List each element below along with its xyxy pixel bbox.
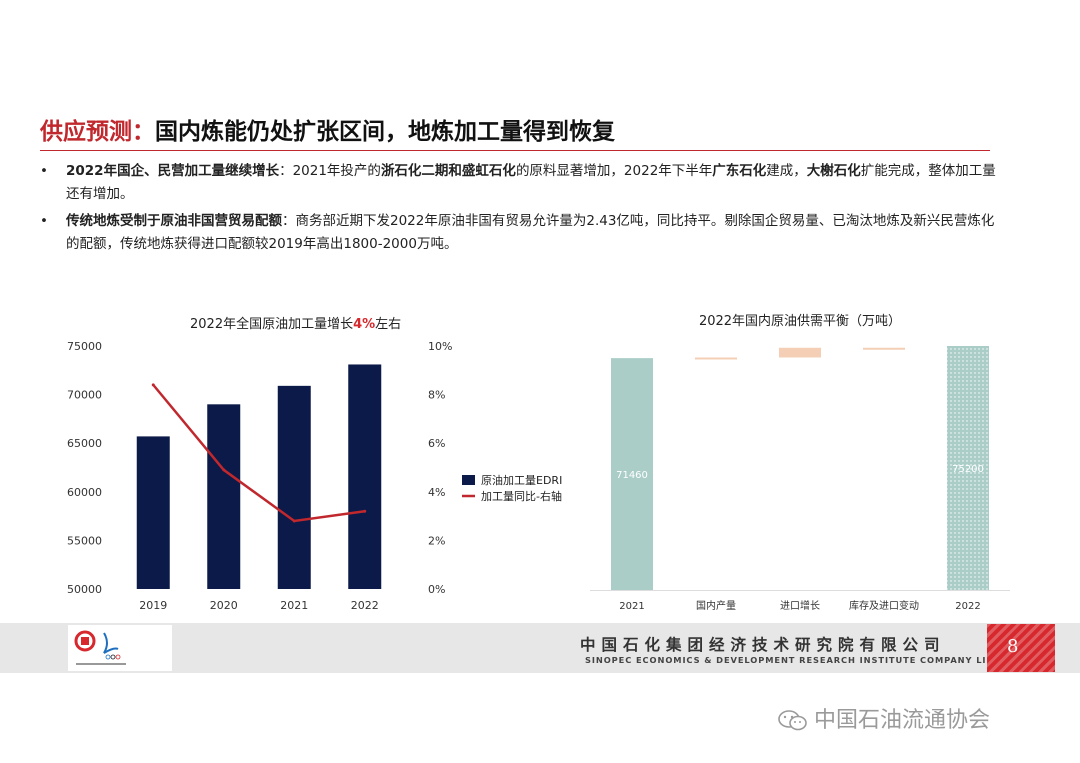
y2-axis-tick-label: 2% [428,534,445,547]
chart-1-title-suffix: 左右 [375,317,401,332]
line-point-2021 [292,519,296,523]
bullet-item-1: • 2022年国企、民营加工量继续增长：2021年投产的浙石化二期和盛虹石化的原… [40,160,1000,206]
x-axis-category-label: 2022 [955,601,980,612]
bullet-2-seg-0: 传统地炼受制于原油非国营贸易配额 [66,213,282,229]
y-axis-tick-label: 60000 [67,486,102,499]
y-axis-tick-label: 75000 [67,340,102,353]
sinopec-olympic-logo [68,625,172,671]
waterfall-bar-1 [695,357,737,360]
x-axis-category-label: 2021 [619,601,644,612]
waterfall-bar-2 [779,347,821,358]
waterfall-bar-3 [863,347,905,350]
bar-2021 [277,385,311,589]
supply-demand-waterfall-chart: 2022年国内原油供需平衡（万吨） 71460 2021 国内产量 进口增长 库存及进口变… [590,313,1010,612]
line-series-yoy [152,384,365,523]
page-box-stripes [987,624,1055,672]
line-point-2020 [222,468,226,472]
chart-1-title-text: 2022年全国原油加工量增长 [190,316,353,332]
bullet-list: • 2022年国企、民营加工量继续增长：2021年投产的浙石化二期和盛虹石化的原… [40,160,1000,260]
bullet-1-seg-3: 的原料显著增加，2022年下半年 [515,163,713,179]
title-divider [40,150,990,151]
watermark: 中国石油流通协会 [778,702,990,734]
y-axis-tick-label: 65000 [67,437,102,450]
watermark-text: 中国石油流通协会 [814,708,991,733]
footer-bar: 中国石化集团经济技术研究院有限公司 SINOPEC ECONOMICS & DE… [0,623,1080,673]
legend-swatch-bar [462,475,475,485]
legend-label-line: 加工量同比-右轴 [481,489,562,503]
y2-axis-tick-label: 10% [428,340,452,353]
processing-volume-chart: 2022年全国原油加工量增长4%左右5000055000600006500070… [67,316,562,612]
waterfall-bar-0 [611,358,653,590]
footer-company-en: SINOPEC ECONOMICS & DEVELOPMENT RESEARCH… [585,655,1021,665]
chart-1-title-highlight: 4% [353,317,375,332]
bullet-1-seg-1: ：2021年投产的 [279,163,381,179]
bullet-1-seg-4: 广东石化 [712,163,767,179]
x-axis-tick-label: 2022 [351,599,379,612]
bar-2020 [207,404,241,589]
x-axis-category-label: 库存及进口变动 [849,599,919,612]
waterfall-data-label: 71460 [616,470,648,481]
footer-company-cn: 中国石化集团经济技术研究院有限公司 [580,636,946,654]
x-axis-category-label: 国内产量 [696,599,736,612]
bullet-marker: • [40,213,48,229]
line-point-2019 [151,383,155,387]
bullet-1-seg-7: 扩能完成，整体加工量还有增加。 [66,163,996,202]
line-point-2022 [363,509,367,513]
x-axis-tick-label: 2021 [280,599,308,612]
chart-1-title: 2022年全国原油加工量增长4%左右 [190,316,401,332]
x-axis-category-label: 进口增长 [780,599,820,612]
bullet-1-seg-5: 建成， [766,163,807,179]
slide-title: 供应预测：国内炼能仍处扩张区间，地炼加工量得到恢复 [40,112,615,146]
bullet-1-seg-0: 2022年国企、民营加工量继续增长 [66,163,280,179]
bullet-1-seg-6: 大榭石化 [806,163,861,179]
bar-2022 [348,364,382,589]
y-axis-tick-label: 70000 [67,389,102,402]
y-axis-tick-label: 55000 [67,534,102,547]
page-number-box: 8 [987,624,1055,672]
bullet-marker: • [40,163,48,179]
slide-title-prefix: 供应预测： [40,119,155,145]
bullet-1-seg-2: 浙石化二期和盛虹石化 [380,163,516,179]
y2-axis-tick-label: 8% [428,389,445,402]
y2-axis-tick-label: 0% [428,583,445,596]
legend-label-bar: 原油加工量EDRI [481,473,562,487]
page-number: 8 [1007,636,1019,657]
y2-axis-tick-label: 4% [428,486,445,499]
bar-2019 [136,436,170,589]
x-axis-tick-label: 2020 [210,599,238,612]
bullet-2-seg-1: ：商务部近期下发2022年原油非国有贸易允许量为2.43亿吨，同比持平。剔除国企… [66,213,995,252]
y2-axis-tick-label: 6% [428,437,445,450]
waterfall-bar-pattern [947,346,989,590]
x-axis-tick-label: 2019 [139,599,167,612]
chart-2-title: 2022年国内原油供需平衡（万吨） [699,313,901,329]
slide-title-main: 国内炼能仍处扩张区间，地炼加工量得到恢复 [155,119,615,145]
wechat-icon [778,710,808,732]
bullet-item-2: • 传统地炼受制于原油非国营贸易配额：商务部近期下发2022年原油非国有贸易允许… [40,210,1000,256]
waterfall-data-label: 75200 [952,464,984,475]
y-axis-tick-label: 50000 [67,583,102,596]
